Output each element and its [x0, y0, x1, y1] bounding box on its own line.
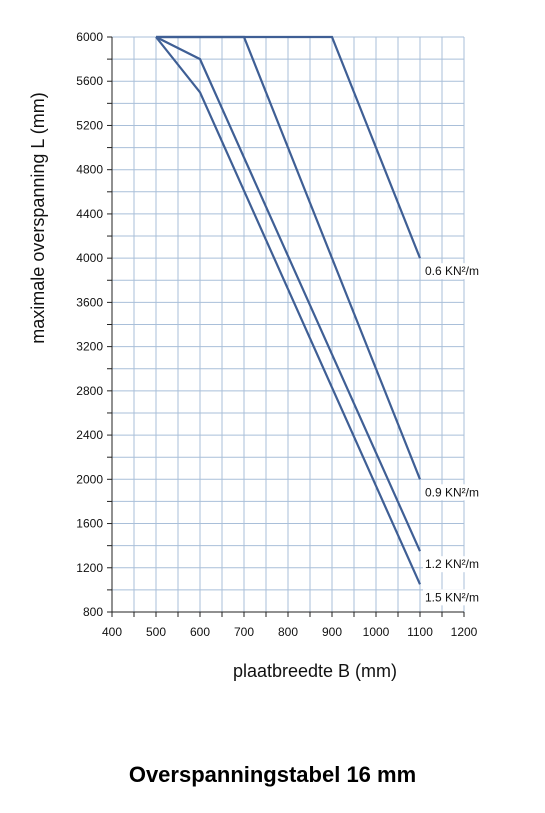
x-axis-label: plaatbreedte B (mm) [233, 661, 397, 681]
y-tick-label: 1600 [76, 517, 103, 531]
series-label: 1.5 KN²/m [425, 590, 479, 604]
x-tick-label: 600 [190, 625, 210, 639]
x-tick-label: 1200 [451, 625, 478, 639]
y-axis-label: maximale overspanning L (mm) [28, 92, 48, 343]
series-label-background [423, 556, 493, 573]
y-tick-label: 4800 [76, 163, 103, 177]
x-tick-label: 800 [278, 625, 298, 639]
y-tick-label: 6000 [76, 30, 103, 44]
y-tick-labels: 800 1200 1600 2000 2400 2800 3200 3600 4000 4400 4… [76, 30, 103, 619]
series-label: 0.6 KN²/m [425, 264, 479, 278]
y-tick-label: 4400 [76, 207, 103, 221]
x-tick-label: 500 [146, 625, 166, 639]
series-label: 1.2 KN²/m [425, 557, 479, 571]
chart-title: Overspanningstabel 16 mm [128, 762, 417, 787]
series-label-background [423, 589, 493, 606]
y-tick-label: 5200 [76, 118, 103, 132]
x-tick-label: 400 [102, 625, 122, 639]
series-label: 0.9 KN²/m [425, 485, 479, 499]
x-tick-label: 1100 [407, 625, 433, 639]
y-tick-label: 4000 [76, 251, 103, 265]
y-tick-label: 2800 [76, 384, 103, 398]
x-tick-label: 1000 [363, 625, 390, 639]
x-tick-labels: 400 500 600 700 800 900 1000 1100 1200 [102, 625, 478, 639]
y-tick-label: 800 [83, 605, 103, 619]
series-line [155, 36, 422, 552]
axes [107, 36, 465, 617]
x-tick-label: 700 [234, 625, 254, 639]
series-label-background [423, 484, 493, 501]
y-tick-label: 3600 [76, 295, 103, 309]
y-tick-label: 2400 [76, 428, 103, 442]
line-chart: 400 500 600 700 800 900 1000 1100 1200 800 1200 16… [28, 30, 493, 681]
y-tick-label: 3200 [76, 340, 103, 354]
y-tick-label: 1200 [76, 561, 103, 575]
x-tick-label: 900 [322, 625, 342, 639]
series-lines [155, 35, 422, 585]
series-label-background [423, 263, 493, 280]
y-tick-label: 5600 [76, 74, 103, 88]
series-line [155, 36, 422, 585]
y-tick-label: 2000 [76, 472, 103, 486]
grid [111, 36, 465, 613]
series-labels: 0.6 KN²/m 0.9 KN²/m 1.2 KN²/m 1.5 KN²/m [423, 263, 493, 606]
series-line [156, 35, 422, 480]
